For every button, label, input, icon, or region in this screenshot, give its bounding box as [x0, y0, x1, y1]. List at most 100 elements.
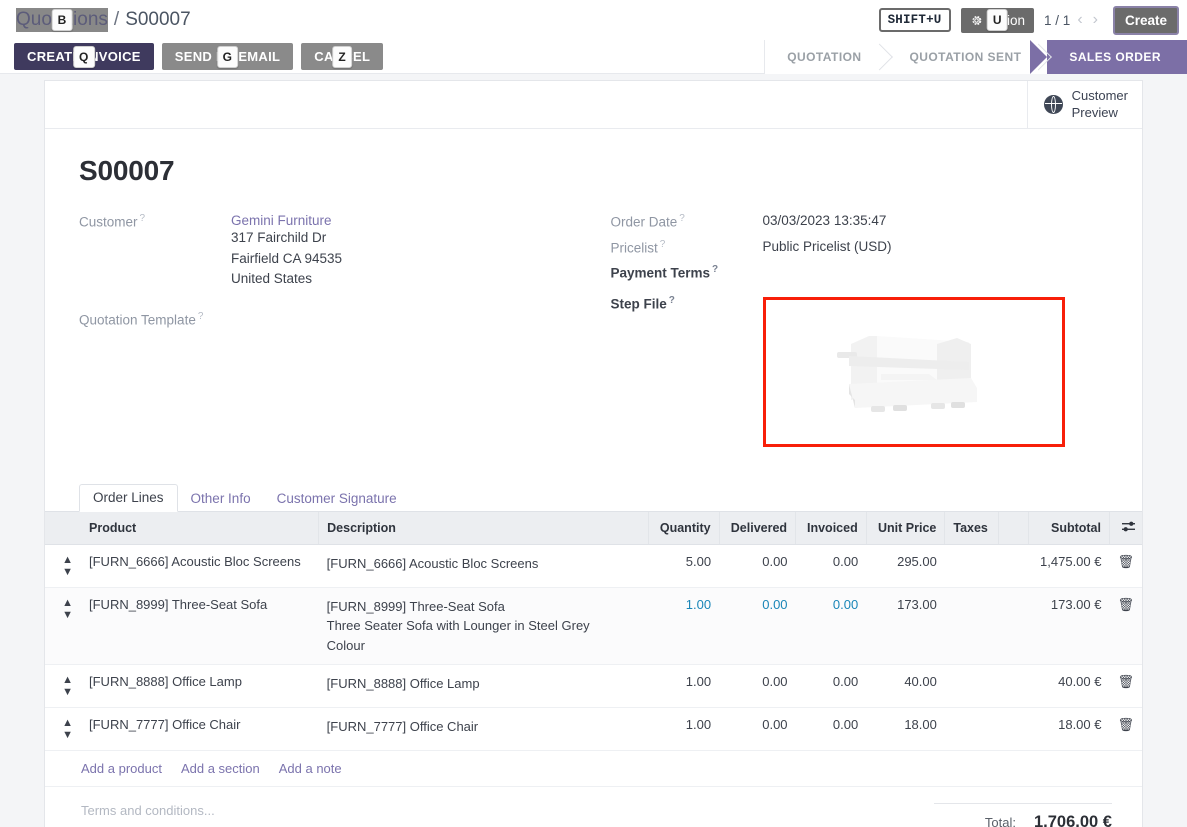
pager-next-button[interactable]: › — [1092, 11, 1098, 28]
help-icon[interactable]: ? — [139, 213, 146, 224]
cell-delivered[interactable]: 0.00 — [719, 587, 796, 665]
cell-taxes[interactable] — [944, 664, 999, 708]
cell-unit-price[interactable]: 295.00 — [866, 544, 945, 588]
cell-description[interactable]: [FURN_8999] Three-Seat Sofa Three Seater… — [318, 587, 649, 665]
total-label: Total: — [984, 815, 1016, 827]
table-header-row: Product Description Quantity Delivered I… — [45, 511, 1142, 545]
cell-subtotal: 173.00 € — [1028, 587, 1110, 665]
help-icon[interactable]: ? — [668, 294, 675, 306]
tab-customer-signature[interactable]: Customer Signature — [276, 490, 397, 506]
column-spacer — [998, 511, 1030, 545]
column-taxes[interactable]: Taxes — [944, 511, 1000, 545]
breadcrumb-separator: / — [113, 9, 120, 30]
field-payment-terms-label-text: Payment Terms — [610, 265, 711, 281]
add-a-note-link[interactable]: Add a note — [278, 761, 342, 776]
terms-and-conditions-input[interactable]: Terms and conditions... — [81, 803, 215, 818]
notebook: Order Lines Other Info Customer Signatur… — [45, 482, 1142, 827]
cell-product[interactable]: [FURN_8999] Three-Seat Sofa — [81, 587, 319, 665]
field-pricelist-value[interactable]: Public Pricelist (USD) — [762, 238, 892, 254]
action-menu-button[interactable]: Action U — [960, 7, 1035, 33]
table-row[interactable]: ▲ ▼ [FURN_7777] Office Chair [FURN_7777] … — [45, 707, 1142, 751]
order-lines-table: Product Description Quantity Delivered I… — [45, 511, 1142, 751]
step-file-3d-model — [836, 335, 977, 412]
column-description[interactable]: Description — [318, 511, 649, 545]
cell-unit-price[interactable]: 173.00 — [866, 587, 945, 665]
cell-product[interactable]: [FURN_8888] Office Lamp — [81, 664, 319, 708]
help-icon[interactable]: ? — [197, 310, 204, 322]
cell-unit-price[interactable]: 40.00 — [866, 664, 945, 708]
table-row[interactable]: ▲ ▼ [FURN_8999] Three-Seat Sofa [FURN_899… — [45, 587, 1142, 665]
field-customer-value[interactable]: Gemini Furniture 317 Fairchild Dr Fairfi… — [231, 213, 342, 290]
status-stage-quotation-sent[interactable]: QUOTATION SENT — [887, 39, 1048, 74]
tab-order-lines[interactable]: Order Lines — [79, 483, 178, 512]
cell-description[interactable]: [FURN_6666] Acoustic Bloc Screens — [318, 544, 649, 588]
customer-preview-button[interactable]: Customer Preview — [1026, 81, 1142, 128]
cell-quantity[interactable]: 5.00 — [648, 544, 720, 588]
description-line: [FURN_7777] Office Chair — [326, 719, 479, 734]
drag-handle-icon[interactable]: ▲ ▼ — [45, 587, 81, 665]
column-invoiced[interactable]: Invoiced — [795, 511, 867, 545]
trash-icon[interactable]: 🗑 — [1109, 587, 1142, 665]
field-customer-label: Customer? — [79, 213, 231, 290]
column-delivered[interactable]: Delivered — [719, 511, 797, 545]
cell-taxes[interactable] — [944, 707, 999, 751]
status-stage-quotation[interactable]: QUOTATION — [765, 39, 888, 74]
cell-taxes[interactable] — [944, 587, 999, 665]
cell-quantity[interactable]: 1.00 — [648, 664, 720, 708]
column-product[interactable]: Product — [81, 511, 320, 545]
create-button[interactable]: Create — [1112, 5, 1179, 35]
pager-previous-button[interactable]: ‹ — [1077, 11, 1083, 28]
drag-handle-icon[interactable]: ▲ ▼ — [45, 664, 81, 708]
sliders-icon — [1121, 520, 1136, 536]
add-a-product-link[interactable]: Add a product — [81, 761, 162, 776]
cancel-button[interactable]: CANCEL Z — [301, 43, 384, 70]
table-row[interactable]: ▲ ▼ [FURN_6666] Acoustic Bloc Screens [FU… — [45, 544, 1142, 588]
cell-unit-price[interactable]: 18.00 — [866, 707, 945, 751]
pager-count: 1 / 1 — [1044, 12, 1071, 28]
cell-delivered[interactable]: 0.00 — [719, 664, 796, 708]
create-invoice-button[interactable]: CREATE INVOICE Q — [14, 43, 154, 70]
sheet-footer: Terms and conditions... Total: 1,706.00 … — [45, 787, 1142, 827]
trash-icon[interactable]: 🗑 — [1109, 664, 1142, 708]
cell-product[interactable]: [FURN_7777] Office Chair — [81, 707, 319, 751]
optional-columns-toggle[interactable] — [1109, 511, 1142, 545]
drag-handle-icon[interactable]: ▲ ▼ — [45, 544, 81, 588]
cell-description[interactable]: [FURN_8888] Office Lamp — [318, 664, 649, 708]
action-menu-key-hint: U — [986, 9, 1008, 31]
cell-taxes[interactable] — [944, 544, 999, 588]
field-customer-label-text: Customer — [79, 214, 138, 230]
tab-other-info[interactable]: Other Info — [190, 490, 251, 506]
help-icon[interactable]: ? — [712, 264, 719, 275]
column-subtotal[interactable]: Subtotal — [1028, 511, 1110, 545]
column-unit-price[interactable]: Unit Price — [866, 511, 946, 545]
form-sheet: Customer Preview S00007 Customer? Gemini… — [44, 80, 1143, 827]
add-a-section-link[interactable]: Add a section — [180, 761, 260, 776]
help-icon[interactable]: ? — [659, 238, 666, 250]
help-icon[interactable]: ? — [679, 213, 685, 224]
field-order-date: Order Date? 03/03/2023 13:35:47 — [611, 213, 1109, 230]
add-line-row: Add a product Add a section Add a note — [45, 751, 1142, 787]
cell-delivered[interactable]: 0.00 — [719, 707, 796, 751]
status-stage-sales-order[interactable]: SALES ORDER — [1030, 39, 1187, 74]
customer-link[interactable]: Gemini Furniture — [231, 213, 332, 228]
cell-invoiced[interactable]: 0.00 — [795, 664, 867, 708]
breadcrumb-parent-link[interactable]: Quotations B — [16, 8, 108, 32]
column-quantity[interactable]: Quantity — [648, 511, 720, 545]
cell-invoiced[interactable]: 0.00 — [795, 707, 867, 751]
step-file-viewer[interactable] — [762, 296, 1065, 447]
send-by-email-button[interactable]: SEND BY EMAIL G — [161, 43, 294, 70]
cell-delivered[interactable]: 0.00 — [719, 544, 796, 588]
drag-handle-icon[interactable]: ▲ ▼ — [45, 707, 81, 751]
table-row[interactable]: ▲ ▼ [FURN_8888] Office Lamp [FURN_8888] O… — [45, 664, 1142, 708]
cell-invoiced[interactable]: 0.00 — [795, 587, 867, 665]
field-order-date-value[interactable]: 03/03/2023 13:35:47 — [762, 213, 887, 228]
customer-preview-line1: Customer — [1071, 88, 1128, 104]
cell-quantity[interactable]: 1.00 — [648, 587, 720, 665]
cell-quantity[interactable]: 1.00 — [648, 707, 720, 751]
cell-description[interactable]: [FURN_7777] Office Chair — [318, 707, 649, 751]
cell-invoiced[interactable]: 0.00 — [795, 544, 867, 588]
cell-product[interactable]: [FURN_6666] Acoustic Bloc Screens — [81, 544, 319, 588]
trash-icon[interactable]: 🗑 — [1109, 544, 1142, 588]
control-panel-right: SHIFT+U Action U 1 / 1 ‹ › Create — [878, 5, 1179, 35]
trash-icon[interactable]: 🗑 — [1109, 707, 1142, 751]
